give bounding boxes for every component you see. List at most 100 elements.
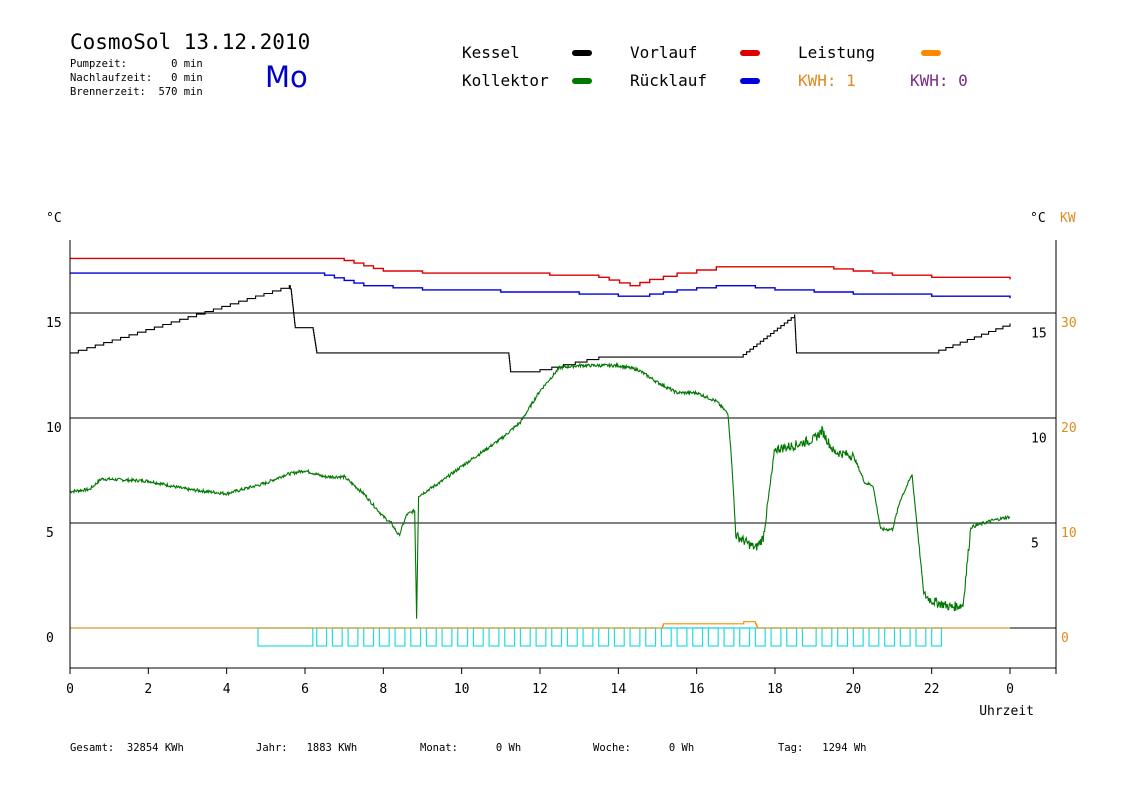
pump-block: [884, 627, 896, 647]
legend-kessel-swatch: [572, 50, 592, 56]
x-tick-label: 10: [454, 682, 470, 697]
pump-block: [582, 627, 594, 647]
footer-tag: Tag: 1294 Wh: [778, 742, 867, 754]
pump-block: [629, 627, 641, 647]
y-right-tick-label: 5: [1031, 537, 1039, 552]
x-tick-label: 6: [301, 682, 309, 697]
legend-leistung-swatch: [921, 50, 941, 56]
y-left-tick-label: 15: [46, 316, 62, 331]
pump-block: [613, 627, 625, 647]
legend-kessel-label: Kessel: [462, 43, 520, 62]
pump-block: [472, 627, 484, 647]
x-tick-label: 16: [689, 682, 705, 697]
x-axis-label: Uhrzeit: [979, 704, 1034, 719]
y-left-tick-label: 10: [46, 421, 62, 436]
series-vorlauf-line: [70, 257, 1011, 287]
chart-grid: [70, 312, 1056, 629]
pump-block: [692, 627, 704, 647]
pump-block: [378, 627, 390, 647]
footer-woche: Woche: 0 Wh: [593, 742, 695, 754]
footer-gesamt: Gesamt: 32854 KWh: [70, 742, 184, 754]
pump-block: [410, 627, 422, 647]
pump-block: [316, 627, 328, 647]
series-kessel-line: [70, 285, 1011, 373]
x-tick-label: 8: [379, 682, 387, 697]
pump-block: [739, 627, 751, 647]
y-left-tick-label: 0: [46, 631, 54, 646]
pump-block: [645, 627, 657, 647]
pump-block: [551, 627, 563, 647]
pump-block: [504, 627, 516, 647]
pump-block: [723, 627, 735, 647]
pump-block: [457, 627, 469, 647]
weekday-label: Mo: [265, 60, 308, 94]
pump-block: [257, 627, 314, 647]
footer-monat: Monat: 0 Wh: [420, 742, 522, 754]
chart-lines: [69, 257, 1011, 629]
pump-block: [488, 627, 500, 647]
x-tick-label: 22: [924, 682, 940, 697]
series-leistung-line: [70, 621, 1010, 629]
pump-block: [598, 627, 610, 647]
pump-block: [707, 627, 719, 647]
chart-title: CosmoSol 13.12.2010: [70, 30, 311, 54]
nachlaufzeit-text: Nachlaufzeit: 0 min: [70, 72, 203, 84]
y-kw-tick-label: 20: [1061, 421, 1077, 436]
legend-kwh2-label: KWH: 0: [910, 71, 968, 90]
legend-kollektor-label: Kollektor: [462, 71, 549, 90]
pump-block: [347, 627, 359, 647]
pump-block: [821, 627, 833, 647]
pumpzeit-text: Pumpzeit: 0 min: [70, 58, 203, 70]
x-tick-label: 0: [66, 682, 74, 697]
y-kw-tick-label: 30: [1061, 316, 1077, 331]
legend-ruecklauf-swatch: [740, 78, 760, 84]
legend-vorlauf-swatch: [740, 50, 760, 56]
series-kollektor-line: [69, 361, 1011, 619]
legend-vorlauf-label: Vorlauf: [630, 43, 698, 62]
pump-block: [915, 627, 927, 647]
x-tick-label: 14: [611, 682, 627, 697]
pump-block: [441, 627, 453, 647]
y-axis-left-label: °C: [46, 211, 62, 226]
y-kw-tick-label: 10: [1061, 526, 1077, 541]
x-tick-label: 0: [1006, 682, 1014, 697]
legend-kwh1-label: KWH: 1: [798, 71, 856, 90]
y-right-tick-label: 10: [1031, 432, 1047, 447]
pump-block: [676, 627, 688, 647]
pump-block: [331, 627, 343, 647]
pump-block: [660, 627, 672, 647]
pump-block: [770, 627, 782, 647]
x-tick-label: 20: [846, 682, 862, 697]
pump-blocks: [70, 627, 1010, 647]
y-axis-right-label: °C: [1030, 211, 1046, 226]
pump-block: [566, 627, 578, 647]
y-right-tick-label: 15: [1031, 327, 1047, 342]
y-kw-tick-label: 0: [1061, 631, 1069, 646]
pump-block: [801, 627, 817, 647]
pump-block: [868, 627, 880, 647]
legend-kollektor-swatch: [572, 78, 592, 84]
pump-block: [519, 627, 531, 647]
x-tick-label: 4: [223, 682, 231, 697]
x-tick-label: 2: [144, 682, 152, 697]
x-tick-label: 12: [532, 682, 548, 697]
pump-block: [837, 627, 849, 647]
pump-block: [852, 627, 864, 647]
pump-block: [786, 627, 798, 647]
pump-block: [425, 627, 437, 647]
legend-ruecklauf-label: Rücklauf: [630, 71, 708, 90]
chart-axes: [69, 240, 1057, 674]
y-axis-kw-label: KW: [1060, 211, 1076, 226]
pump-block: [899, 627, 911, 647]
series-rcklauf-line: [70, 272, 1011, 299]
pump-block: [535, 627, 547, 647]
pump-block: [363, 627, 375, 647]
brennerzeit-text: Brennerzeit: 570 min: [70, 86, 203, 98]
x-tick-label: 18: [767, 682, 783, 697]
pump-block: [931, 627, 943, 647]
pump-block: [754, 627, 766, 647]
chart-labels: 0 0 5 10 10 20 15 30 5 10 15 0 2 4 6 8 10 12 14 16 18 20 22 0 Uh…: [46, 211, 1077, 719]
legend-leistung-label: Leistung: [798, 43, 876, 62]
footer-jahr: Jahr: 1883 KWh: [256, 742, 358, 754]
